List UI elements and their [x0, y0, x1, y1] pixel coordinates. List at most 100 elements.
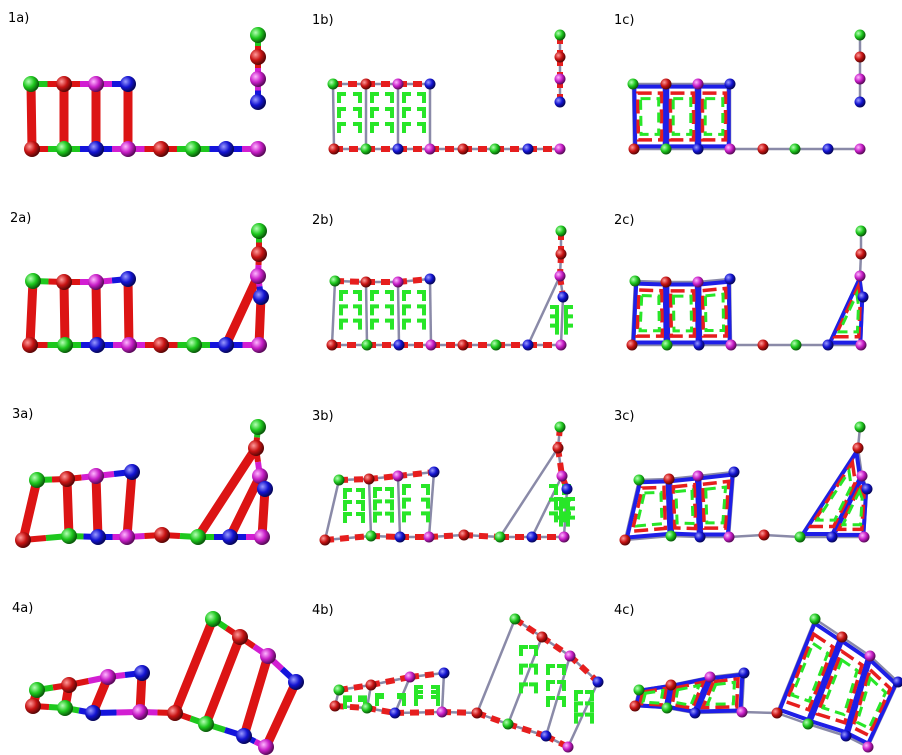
node-blue	[85, 705, 101, 721]
node-green	[365, 530, 377, 542]
node-blue	[692, 143, 704, 155]
node-green	[809, 613, 821, 625]
red-dash-edge	[441, 709, 478, 716]
node-blue	[526, 531, 538, 543]
node-red	[457, 339, 469, 351]
node-red	[626, 339, 638, 351]
red-dash-edge	[540, 634, 572, 659]
node-green	[627, 78, 639, 90]
panel-label: 4a)	[12, 601, 33, 616]
rung-edge	[257, 484, 270, 542]
panel-label: 3b)	[312, 409, 334, 424]
green-bracket	[343, 512, 365, 523]
node-blue	[288, 674, 304, 690]
green-bracket	[554, 506, 575, 518]
node-green	[57, 700, 73, 716]
panel-3b: 3b)	[312, 409, 575, 546]
node-magenta	[554, 143, 566, 155]
green-loop	[641, 688, 665, 705]
node-green	[360, 143, 372, 155]
node-red	[555, 248, 567, 260]
node-red	[365, 679, 377, 691]
node-magenta	[854, 73, 866, 85]
node-blue	[554, 96, 566, 108]
node-green	[327, 78, 339, 90]
grey-edge	[526, 275, 562, 346]
node-green	[190, 529, 206, 545]
node-red	[25, 698, 41, 714]
node-blue	[236, 728, 252, 744]
node-red	[554, 51, 566, 63]
panel-2c: 2c)	[614, 213, 869, 351]
rung-edge	[239, 651, 273, 741]
node-magenta	[562, 741, 574, 753]
red-dash-edge	[409, 670, 445, 680]
node-blue	[857, 291, 869, 303]
node-green	[56, 141, 72, 157]
node-red	[250, 49, 266, 65]
node-blue	[822, 339, 834, 351]
node-green	[854, 421, 866, 433]
node-magenta	[260, 648, 276, 664]
rung-edge	[26, 79, 37, 154]
node-magenta	[392, 78, 404, 90]
green-bracket	[402, 484, 430, 495]
red-dash-edge	[397, 469, 435, 479]
green-bracket	[337, 107, 362, 118]
red-loop	[701, 479, 731, 530]
node-red	[363, 473, 375, 485]
panel-label: 3a)	[12, 407, 33, 422]
node-blue	[738, 667, 750, 679]
node-magenta	[724, 143, 736, 155]
red-loop	[635, 91, 664, 142]
node-blue	[561, 483, 573, 495]
node-magenta	[556, 470, 568, 482]
node-blue	[724, 273, 736, 285]
node-magenta	[854, 270, 866, 282]
node-magenta	[692, 276, 704, 288]
rung-edge	[201, 632, 245, 729]
panel-label: 2c)	[614, 213, 635, 228]
rung-edge	[254, 292, 266, 350]
grey-edge	[427, 471, 436, 538]
node-red	[457, 143, 469, 155]
green-bracket	[370, 107, 394, 118]
node-red	[836, 631, 848, 643]
grey-edge	[728, 533, 765, 539]
node-magenta	[864, 650, 876, 662]
node-magenta	[250, 71, 266, 87]
grey-edge	[367, 478, 373, 537]
node-green	[502, 718, 514, 730]
node-magenta	[88, 274, 104, 290]
red-loop	[668, 91, 696, 142]
node-red	[552, 442, 564, 454]
green-bracket	[339, 304, 362, 316]
node-green	[57, 337, 73, 353]
red-dash-edge	[507, 721, 547, 739]
red-loop	[700, 676, 740, 710]
node-magenta	[424, 143, 436, 155]
node-magenta	[88, 76, 104, 92]
node-green	[554, 421, 566, 433]
node-green	[802, 718, 814, 730]
node-red	[154, 527, 170, 543]
node-blue	[120, 76, 136, 92]
node-green	[29, 682, 45, 698]
node-magenta	[862, 741, 874, 753]
node-magenta	[564, 650, 576, 662]
node-blue	[892, 676, 902, 688]
node-blue	[250, 94, 266, 110]
node-red	[628, 143, 640, 155]
node-blue	[689, 707, 701, 719]
panel-4a: 4a)	[12, 601, 304, 755]
panel-4b: 4b)	[312, 603, 604, 753]
rung-edge	[25, 276, 38, 350]
node-green	[29, 472, 45, 488]
node-green	[490, 339, 502, 351]
node-blue	[424, 78, 436, 90]
green-loop	[705, 680, 737, 706]
red-dash-edge	[324, 533, 372, 543]
grey-edge	[323, 479, 341, 541]
node-magenta	[250, 141, 266, 157]
node-green	[789, 143, 801, 155]
